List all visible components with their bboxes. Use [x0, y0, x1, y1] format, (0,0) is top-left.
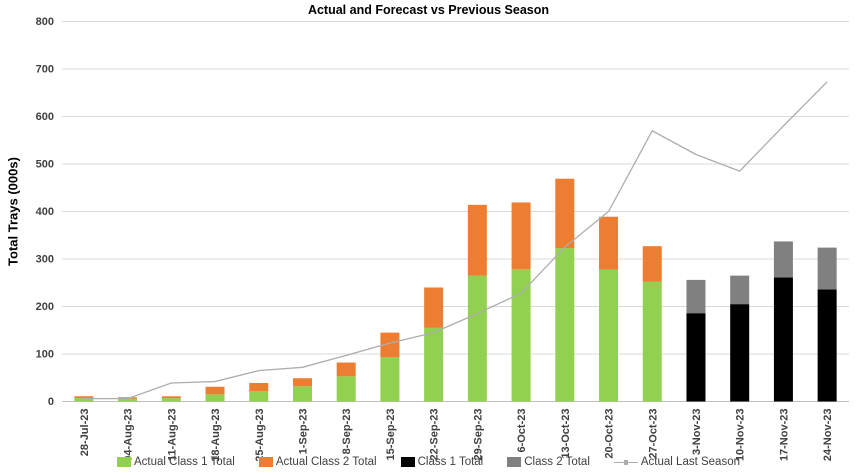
legend-label-class1: Class 1 Total — [417, 456, 484, 468]
bar-segment — [118, 397, 138, 399]
bar-segment — [642, 246, 662, 282]
y-tick-label: 300 — [36, 254, 54, 266]
y-tick-label: 600 — [36, 111, 54, 123]
bar-segment — [336, 376, 356, 402]
x-tick-label: 15-Sep-23 — [385, 409, 397, 461]
bar-segment — [380, 357, 400, 402]
bar-segment — [511, 268, 531, 402]
bar-segment — [161, 398, 181, 402]
bar-segment — [424, 287, 444, 328]
legend-label-actual-class2: Actual Class 2 Total — [275, 456, 377, 468]
legend-swatch-class1-icon — [400, 457, 415, 467]
bar-segment — [773, 277, 793, 402]
y-axis-title: Total Trays (000s) — [5, 157, 21, 266]
x-tick-label: 3-Nov-23 — [691, 409, 703, 455]
legend-label-last-season: Actual Last Season — [640, 456, 740, 468]
y-tick-label: 500 — [36, 159, 54, 171]
y-tick-label: 800 — [36, 16, 54, 28]
legend-swatch-actual-class2-icon — [258, 457, 273, 467]
legend-item-class2: Class 2 Total — [507, 456, 590, 468]
bar-segment — [292, 378, 312, 387]
bar-segment — [380, 332, 400, 358]
bar-segment — [467, 275, 487, 402]
legend-line-marker-icon — [613, 458, 638, 467]
last-season-line — [83, 81, 828, 400]
y-tick-label: 200 — [36, 301, 54, 313]
x-tick-label: 17-Nov-23 — [778, 409, 790, 462]
legend-label-class2: Class 2 Total — [524, 456, 590, 468]
bar-segment — [686, 279, 706, 314]
x-tick-label: 8-Sep-23 — [341, 409, 353, 455]
bar-segment — [74, 396, 94, 399]
bar-segment — [249, 391, 269, 402]
bar-segment — [599, 216, 619, 270]
bar-segment — [467, 204, 487, 276]
x-tick-label: 29-Sep-23 — [472, 408, 484, 460]
bar-segment — [817, 289, 837, 402]
x-tick-label: 13-Oct-23 — [560, 409, 572, 459]
bar-segment — [161, 396, 181, 399]
x-tick-label: 18-Aug-23 — [210, 409, 222, 462]
legend-label-actual-class1: Actual Class 1 Total — [134, 456, 235, 468]
y-tick-label: 100 — [36, 349, 54, 361]
bar-segment — [555, 178, 575, 249]
x-tick-label: 1-Sep-23 — [297, 409, 309, 455]
bar-segment — [599, 269, 619, 402]
legend-item-last-season: Actual Last Season — [613, 456, 740, 468]
legend-swatch-class2-icon — [507, 457, 522, 467]
bar-segment — [205, 386, 225, 395]
bar-segment — [249, 382, 269, 392]
x-tick-label: 10-Nov-23 — [735, 409, 747, 462]
bar-segment — [292, 386, 312, 402]
x-tick-label: 11-Aug-23 — [166, 409, 178, 462]
x-tick-label: 25-Aug-23 — [254, 409, 266, 462]
bar-segment — [642, 281, 662, 402]
x-tick-label: 6-Oct-23 — [516, 409, 528, 453]
bar-segment — [336, 362, 356, 377]
y-tick-label: 700 — [36, 64, 54, 76]
bar-segment — [730, 275, 750, 305]
x-tick-label: 28-Jul-23 — [79, 409, 91, 457]
bar-segment — [205, 394, 225, 402]
x-tick-label: 22-Sep-23 — [429, 409, 441, 461]
legend-item-actual-class2: Actual Class 2 Total — [258, 456, 377, 468]
chart-title: Actual and Forecast vs Previous Season — [307, 3, 550, 17]
bar-segment — [730, 304, 750, 402]
bar-segment — [424, 327, 444, 402]
x-tick-label: 27-Oct-23 — [647, 409, 659, 459]
bar-segment — [74, 398, 94, 402]
bar-segment — [511, 202, 531, 269]
legend-item-actual-class1: Actual Class 1 Total — [117, 456, 235, 468]
x-tick-label: 24-Nov-23 — [822, 409, 834, 462]
bar-segment — [555, 248, 575, 402]
y-tick-label: 0 — [48, 396, 54, 408]
y-tick-label: 400 — [36, 206, 54, 218]
legend-item-class1: Class 1 Total — [400, 456, 484, 468]
x-tick-label: 20-Oct-23 — [604, 409, 616, 459]
x-tick-label: 04-Aug-23 — [123, 409, 135, 462]
bar-segment — [773, 241, 793, 278]
legend: Actual Class 1 Total Actual Class 2 Tota… — [0, 456, 857, 468]
bar-segment — [817, 247, 837, 290]
bar-segment — [686, 313, 706, 402]
bar-segment — [118, 398, 138, 402]
legend-swatch-actual-class1-icon — [117, 457, 132, 467]
